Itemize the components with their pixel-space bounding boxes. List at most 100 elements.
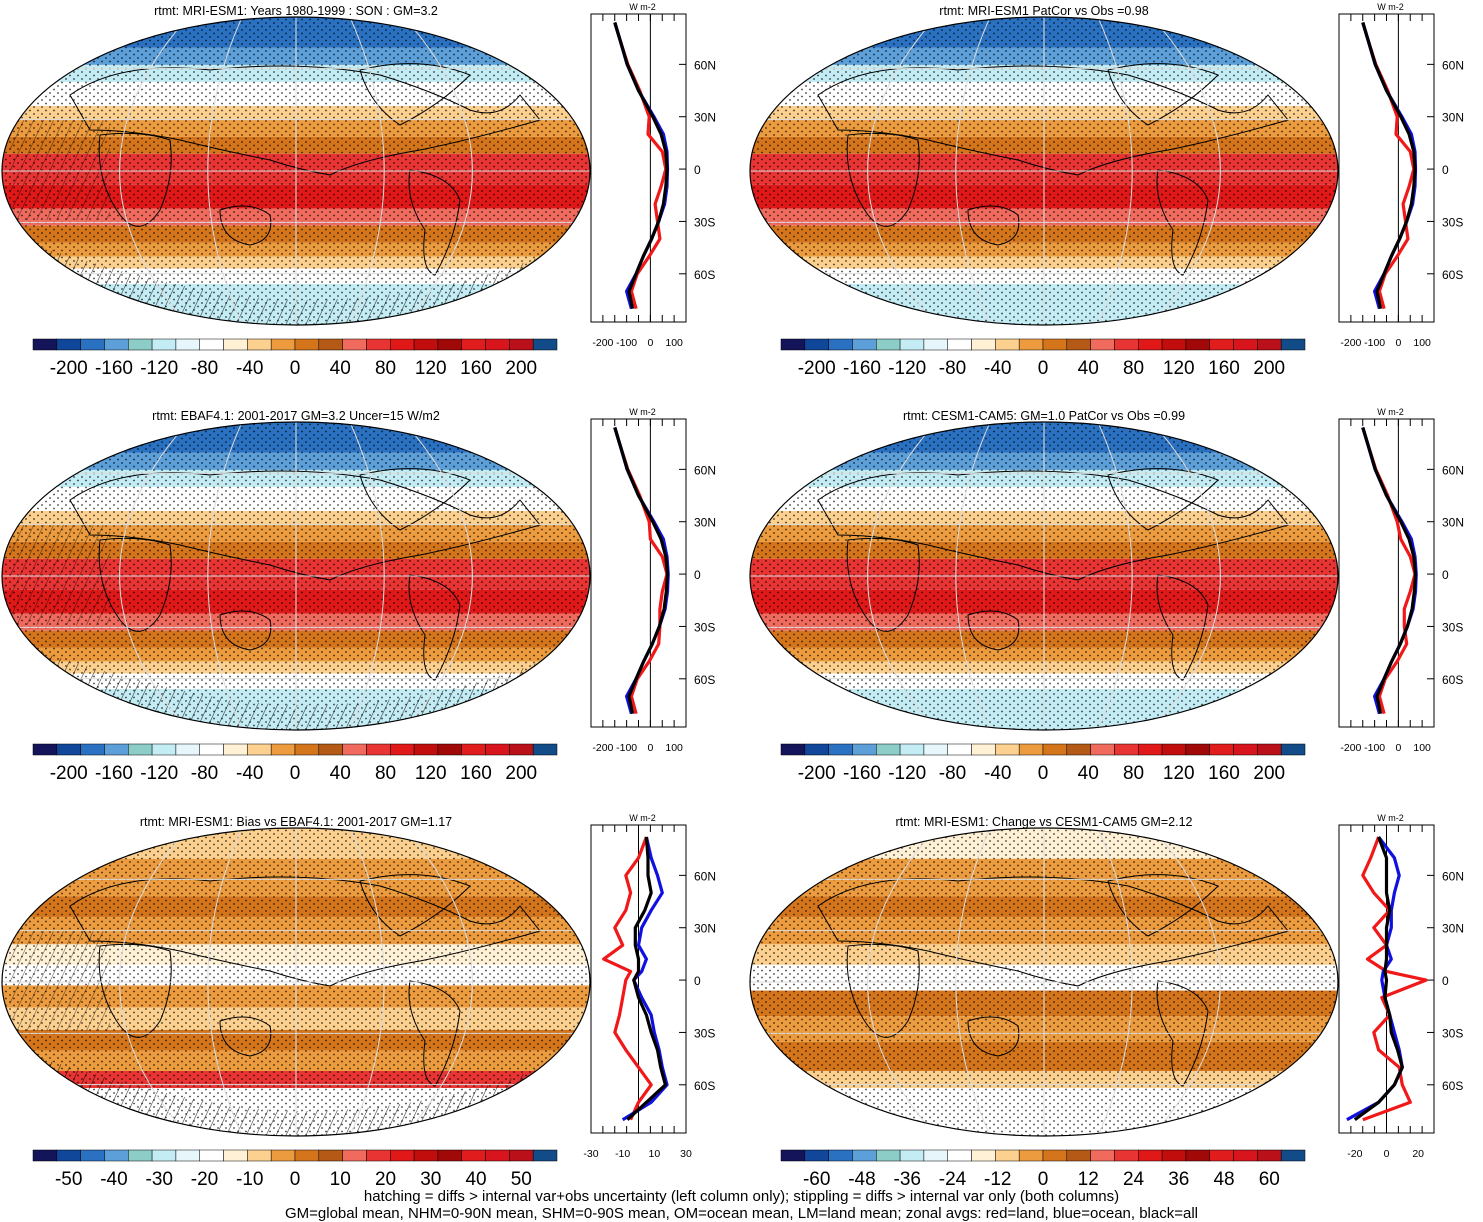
profile-frame [1338,418,1435,728]
colorbar-tick-label: 80 [1123,358,1144,379]
profile-lat-label: 60N [694,463,716,477]
graticule-meridian [955,828,991,1136]
colorbar-swatch [876,743,901,756]
colorbar-swatch [151,338,177,351]
graticule-meridian [349,828,385,1136]
colorbar-tick-label: 200 [505,358,537,379]
graticule-meridian [1097,422,1133,730]
profile-units-label: W m-2 [629,813,656,823]
colorbar-tick-label: 12 [1078,1169,1099,1190]
profile-x-tick-label: 100 [665,742,683,754]
colorbar-swatch [175,338,200,351]
colorbar-swatch [509,743,534,756]
map-field [2,17,590,325]
colorbar-tick-label: -50 [55,1169,82,1190]
colorbar-swatch [413,743,439,756]
colorbar-swatch [995,743,1020,756]
map-field [2,422,590,730]
colorbar-swatch [947,338,972,351]
profile-lat-label: 60S [1442,673,1463,687]
colorbar-tick-label: 200 [505,763,537,784]
colorbar-tick-label: 80 [1123,763,1144,784]
footer-line-1: hatching = diffs > internal var+obs unce… [363,1188,1120,1205]
colorbar-swatch [995,338,1020,351]
colorbar-swatch [1209,1149,1234,1162]
colorbar-swatch [1233,743,1258,756]
colorbar-swatch [971,1149,996,1162]
colorbar-tick-label: -40 [100,1169,127,1190]
colorbar-swatch [1018,1149,1044,1162]
colorbar-swatch [80,743,105,756]
profile-x-tick-label: 20 [1412,1148,1424,1160]
colorbar-swatch [780,1149,806,1162]
colorbar-swatch [1185,1149,1210,1162]
colorbar-swatch [128,1149,153,1162]
profile-lat-label: 0 [1442,163,1449,177]
colorbar-swatch [1090,743,1115,756]
colorbar-swatch [413,1149,439,1162]
colorbar-swatch [509,1149,534,1162]
colorbar-swatch [175,743,200,756]
colorbar-swatch [223,1149,248,1162]
colorbar-tick-label: 0 [290,763,301,784]
colorbar-tick-label: -60 [803,1169,830,1190]
zonal-profile: W m-2 -20 0 20 60N 30N 0 30S 60S [1338,813,1464,1160]
colorbar-tick-label: 0 [290,1169,301,1190]
colorbar-tick-label: -20 [191,1169,218,1190]
map-field [750,422,1338,730]
profile-units-label: W m-2 [1377,407,1404,417]
colorbar-tick-label: 120 [415,763,447,784]
colorbar-tick-label: -160 [95,763,133,784]
colorbar-swatch [437,743,462,756]
colorbar-swatch [852,743,877,756]
profile-x-tick-label: 0 [1384,1148,1390,1160]
colorbar-swatch [1114,338,1139,351]
colorbar-tick-label: -36 [894,1169,921,1190]
colorbar-swatch [80,1149,105,1162]
panel-p5: rtmt: MRI-ESM1: Bias vs EBAF4.1: 2001-20… [1,813,716,1190]
colorbar-swatch [390,743,415,756]
hatching [10,525,110,625]
colorbar-swatch [56,1149,81,1162]
colorbar-swatch [56,743,81,756]
graticule-meridian [1151,17,1221,325]
profile-x-tick-label: -100 [616,742,637,754]
colorbar-swatch [828,338,853,351]
graticule-meridian [207,828,243,1136]
panel-p4: rtmt: CESM1-CAM5: GM=1.0 PatCor vs Obs =… [749,407,1464,784]
colorbar-swatch [1090,1149,1115,1162]
colorbar-swatch [1257,1149,1282,1162]
colorbar-swatch [1161,743,1187,756]
profile-lat-label: 60S [694,1079,715,1093]
graticule-meridian [349,422,385,730]
colorbar-tick-label: 200 [1253,763,1285,784]
colorbar-tick-label: -12 [984,1169,1011,1190]
colorbar-swatch [247,743,272,756]
colorbar-swatch [1280,743,1306,756]
colorbar-swatch [1090,338,1115,351]
profile-lat-label: 30N [694,516,716,530]
profile-x-tick-label: -200 [1340,337,1361,349]
graticule-meridian [207,17,243,325]
colorbar-swatch [828,743,853,756]
profile-lat-label: 60N [1442,58,1464,72]
profile-line-all [626,836,667,1121]
profile-line-all [613,22,669,310]
colorbar-swatch [1280,338,1306,351]
colorbar-swatch [390,338,415,351]
graticule-meridian [119,828,189,1136]
colorbar-swatch [247,1149,272,1162]
colorbar-swatch [366,1149,391,1162]
colorbar-swatch [366,743,391,756]
colorbar-swatch [1042,338,1068,351]
panel-p1: rtmt: MRI-ESM1: Years 1980-1999 : SON : … [1,2,716,379]
map-title: rtmt: MRI-ESM1: Years 1980-1999 : SON : … [154,4,438,18]
profile-lat-label: 0 [694,974,701,988]
colorbar-swatch [876,338,901,351]
colorbar-tick-label: 40 [465,1169,486,1190]
profile-lat-label: 30N [694,111,716,125]
colorbar-tick-label: 120 [415,358,447,379]
profile-x-tick-label: 100 [665,337,683,349]
colorbar: -200 -160 -120 -80 -40 0 40 80 120 160 200 [780,338,1306,379]
profile-lat-label: 60S [694,268,715,282]
